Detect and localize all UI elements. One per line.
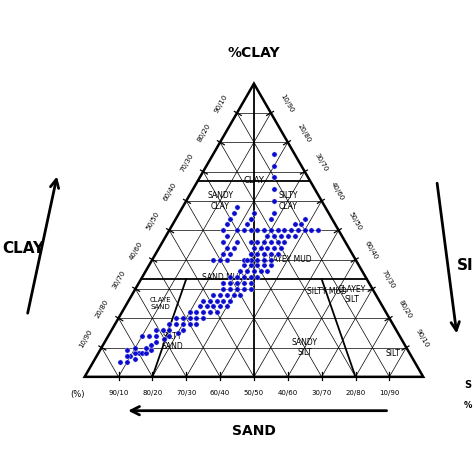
Text: 50/50: 50/50 — [347, 211, 362, 231]
Text: SILT: SILT — [457, 257, 474, 273]
Text: SILTY MUD: SILTY MUD — [307, 287, 346, 296]
Text: 50/50: 50/50 — [244, 391, 264, 396]
Text: CLAY: CLAY — [244, 176, 264, 185]
Text: SAND: SAND — [232, 424, 276, 438]
Text: CLAY: CLAY — [3, 241, 45, 255]
Text: 40/60: 40/60 — [128, 240, 144, 261]
Text: SILTY
CLAY: SILTY CLAY — [278, 191, 298, 210]
Text: 60/40: 60/40 — [210, 391, 230, 396]
Text: (%): (%) — [70, 391, 85, 400]
Text: 70/30: 70/30 — [381, 269, 396, 290]
Text: 80/20: 80/20 — [196, 123, 211, 143]
Text: SILT: SILT — [385, 349, 400, 358]
Text: SILTY
SAND: SILTY SAND — [162, 332, 183, 351]
Text: SANDY
SILT: SANDY SILT — [292, 338, 318, 357]
Text: 20/80: 20/80 — [95, 299, 110, 319]
Text: 30/70: 30/70 — [311, 391, 332, 396]
Text: 70/30: 70/30 — [176, 391, 196, 396]
Text: 90/10: 90/10 — [109, 391, 128, 396]
Text: 40/60: 40/60 — [278, 391, 298, 396]
Text: 80/20: 80/20 — [142, 391, 163, 396]
Text: S: S — [464, 380, 471, 390]
Text: 10/90: 10/90 — [379, 391, 400, 396]
Text: 60/40: 60/40 — [364, 240, 379, 261]
Text: CLAYEY
SILT: CLAYEY SILT — [338, 285, 366, 304]
Text: 40/60: 40/60 — [330, 182, 346, 202]
Text: 50/50: 50/50 — [146, 211, 161, 231]
Text: 10/90: 10/90 — [78, 328, 93, 348]
Text: 20/80: 20/80 — [296, 123, 311, 143]
Text: SAND MUD: SAND MUD — [202, 273, 245, 282]
Text: 10/90: 10/90 — [279, 93, 295, 114]
Text: 90/10: 90/10 — [415, 328, 430, 348]
Text: 20/80: 20/80 — [346, 391, 365, 396]
Text: 60/40: 60/40 — [163, 182, 178, 202]
Text: 70/30: 70/30 — [179, 152, 195, 173]
Text: % S: % S — [464, 401, 474, 410]
Text: 30/70: 30/70 — [111, 269, 127, 290]
Text: 30/70: 30/70 — [313, 152, 328, 173]
Text: SANDY
CLAY: SANDY CLAY — [207, 191, 233, 210]
Text: CLAYE
SAND: CLAYE SAND — [150, 297, 172, 310]
Text: CLAYEY MUD: CLAYEY MUD — [264, 255, 312, 264]
Text: 80/20: 80/20 — [398, 299, 413, 319]
Text: 90/10: 90/10 — [213, 93, 228, 114]
Text: %CLAY: %CLAY — [228, 46, 280, 60]
